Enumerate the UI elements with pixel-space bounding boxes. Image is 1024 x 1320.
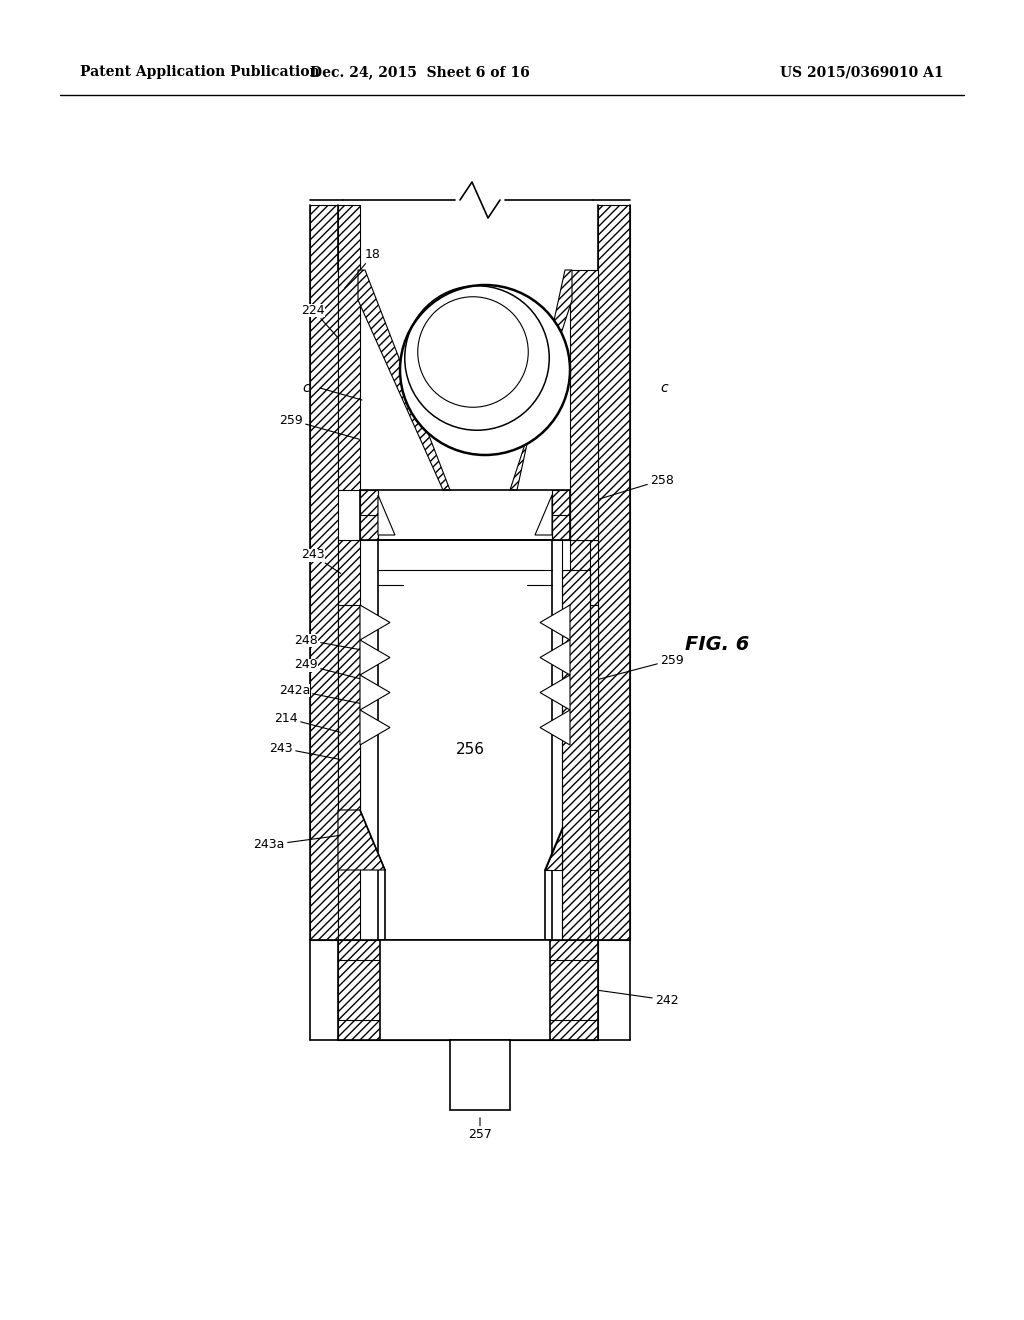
Text: 242: 242 xyxy=(599,990,679,1006)
Bar xyxy=(570,271,598,540)
Polygon shape xyxy=(535,495,552,535)
Text: 243: 243 xyxy=(301,549,341,573)
Bar xyxy=(338,940,598,1040)
Text: US 2015/0369010 A1: US 2015/0369010 A1 xyxy=(780,65,944,79)
Bar xyxy=(378,540,552,950)
Ellipse shape xyxy=(400,285,570,455)
Text: 224: 224 xyxy=(301,304,338,338)
Text: 243: 243 xyxy=(269,742,340,759)
Bar xyxy=(562,570,590,940)
Polygon shape xyxy=(540,605,570,640)
Bar xyxy=(310,205,338,940)
Text: 256: 256 xyxy=(456,742,484,758)
Text: 214: 214 xyxy=(274,711,340,733)
Bar xyxy=(360,490,378,540)
Polygon shape xyxy=(545,810,598,870)
Text: 258: 258 xyxy=(599,474,674,499)
Polygon shape xyxy=(360,710,390,744)
Polygon shape xyxy=(540,675,570,710)
Text: 243a: 243a xyxy=(254,836,340,851)
Text: Dec. 24, 2015  Sheet 6 of 16: Dec. 24, 2015 Sheet 6 of 16 xyxy=(310,65,529,79)
Bar xyxy=(338,605,360,810)
Bar xyxy=(598,205,630,940)
Bar xyxy=(570,605,598,810)
Polygon shape xyxy=(360,640,390,675)
Text: FIG. 6: FIG. 6 xyxy=(685,635,750,655)
Text: 259: 259 xyxy=(599,653,684,680)
Polygon shape xyxy=(338,810,385,870)
Text: 248: 248 xyxy=(294,634,359,649)
Text: 249: 249 xyxy=(294,659,362,680)
Text: c: c xyxy=(302,381,310,395)
Text: 257: 257 xyxy=(468,1118,492,1142)
Polygon shape xyxy=(540,710,570,744)
Text: c: c xyxy=(660,381,668,395)
Bar xyxy=(338,205,360,490)
Polygon shape xyxy=(358,271,450,490)
Bar xyxy=(380,940,550,1040)
Text: 259: 259 xyxy=(280,413,359,440)
Polygon shape xyxy=(540,640,570,675)
Polygon shape xyxy=(510,271,572,490)
Bar xyxy=(570,540,598,940)
Bar xyxy=(450,1040,510,1110)
Polygon shape xyxy=(360,605,390,640)
Text: 18: 18 xyxy=(345,248,381,288)
Polygon shape xyxy=(378,495,395,535)
Polygon shape xyxy=(360,675,390,710)
Bar xyxy=(552,490,570,540)
Text: 242a: 242a xyxy=(279,684,366,705)
Bar xyxy=(338,540,360,940)
Text: Patent Application Publication: Patent Application Publication xyxy=(80,65,319,79)
